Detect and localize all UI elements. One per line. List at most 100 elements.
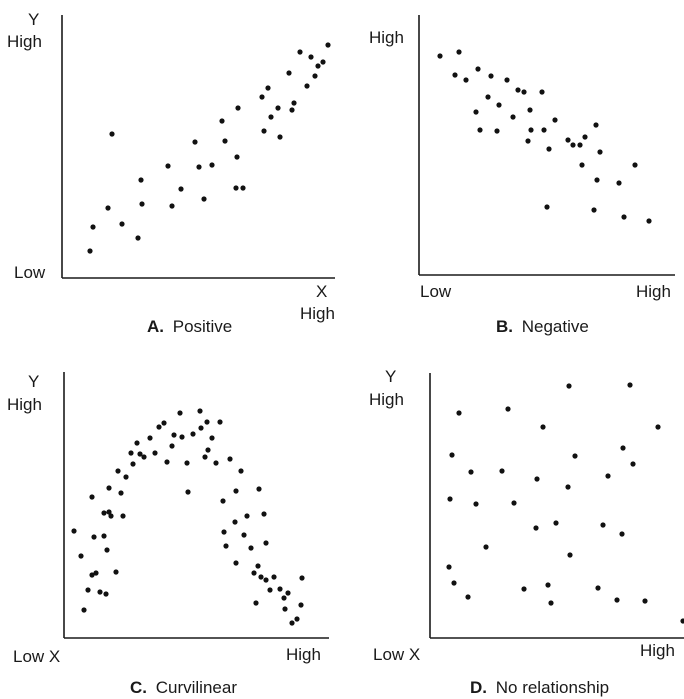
panel-c-point <box>256 486 262 492</box>
panel-c-point <box>161 420 167 426</box>
panel-c-point <box>281 595 287 601</box>
panel-a-point <box>261 128 267 134</box>
panel-b-point <box>527 107 533 113</box>
panel-c-point <box>197 408 203 414</box>
panel-d-point <box>446 564 452 570</box>
panel-a-point <box>233 185 239 191</box>
panel-c-point <box>141 454 147 460</box>
panel-c-point <box>204 419 210 425</box>
panel-b-point <box>463 77 469 83</box>
panel-c-point <box>298 602 304 608</box>
panel-a-point <box>289 107 295 113</box>
panel-c-point <box>263 540 269 546</box>
panel-a-point <box>265 85 271 91</box>
panel-d-point <box>572 453 578 459</box>
panel-d-title: No relationship <box>496 678 609 697</box>
panel-d-point <box>456 410 462 416</box>
panel-c-point <box>198 425 204 431</box>
panel-c-point <box>177 410 183 416</box>
panel-b-point <box>616 180 622 186</box>
panel-b-point <box>621 214 627 220</box>
panel-b-point <box>597 149 603 155</box>
panel-a-point <box>286 70 292 76</box>
panel-c-point <box>294 616 300 622</box>
panel-a-point <box>275 105 281 111</box>
panel-d-point <box>540 424 546 430</box>
panel-d: Y High Low X High D. No relationship <box>369 367 684 697</box>
panel-d-point <box>553 520 559 526</box>
panel-a-point <box>235 105 241 111</box>
panel-a-y-high: High <box>7 32 42 51</box>
panel-c-point <box>147 435 153 441</box>
panel-c-point <box>113 569 119 575</box>
panel-c-y-high: High <box>7 395 42 414</box>
panel-c-point <box>271 574 277 580</box>
panel-d-point <box>449 452 455 458</box>
panel-b-title: Negative <box>522 317 589 336</box>
panel-d-point <box>595 585 601 591</box>
panel-b-point <box>515 87 521 93</box>
panel-c-caption: C. Curvilinear <box>130 678 237 697</box>
panel-a-point <box>268 114 274 120</box>
panel-d-point <box>627 382 633 388</box>
panel-d-y-high: High <box>369 390 404 409</box>
panel-c-point <box>253 600 259 606</box>
panel-b-point <box>496 102 502 108</box>
panel-a-point <box>105 205 111 211</box>
panel-b-point <box>452 72 458 78</box>
panel-b-point <box>510 114 516 120</box>
panel-d-point <box>565 484 571 490</box>
panel-b-point <box>565 137 571 143</box>
panel-c-point <box>233 488 239 494</box>
panel-d-caption: D. No relationship <box>470 678 609 697</box>
panel-c-point <box>261 511 267 517</box>
panel-d-point <box>545 582 551 588</box>
panel-c-point <box>244 513 250 519</box>
panel-b: High Low High B. Negative <box>369 15 675 336</box>
panel-c-point <box>78 553 84 559</box>
panel-d-point <box>473 501 479 507</box>
panel-c-point <box>130 461 136 467</box>
panel-c-point <box>263 577 269 583</box>
panel-c-points <box>71 408 305 626</box>
panel-c-point <box>71 528 77 534</box>
panel-a-point <box>277 134 283 140</box>
panel-c-point <box>232 519 238 525</box>
panel-b-point <box>546 146 552 152</box>
panel-d-point <box>465 594 471 600</box>
panel-c-point <box>93 570 99 576</box>
panel-a-point <box>87 248 93 254</box>
panel-c-y-letter: Y <box>28 372 39 391</box>
panel-d-point <box>447 496 453 502</box>
panel-b-point <box>494 128 500 134</box>
panel-c-point <box>285 590 291 596</box>
panel-c-point <box>179 434 185 440</box>
panel-c-point <box>205 447 211 453</box>
panel-d-point <box>600 522 606 528</box>
panel-c-point <box>227 456 233 462</box>
panel-c-point <box>108 513 114 519</box>
panel-b-point <box>485 94 491 100</box>
panel-c-point <box>184 460 190 466</box>
panel-b-point <box>477 127 483 133</box>
panel-a-point <box>240 185 246 191</box>
panel-c-point <box>137 451 143 457</box>
panel-c-point <box>289 620 295 626</box>
panel-d-point <box>548 600 554 606</box>
panel-c-point <box>101 533 107 539</box>
panel-a: Y High Low X High A. Positive <box>7 10 335 336</box>
panel-b-point <box>544 204 550 210</box>
panel-b-point <box>521 89 527 95</box>
panel-c-point <box>115 468 121 474</box>
panel-d-point <box>499 468 505 474</box>
panel-a-point <box>312 73 318 79</box>
panel-b-point <box>570 142 576 148</box>
panel-c-x-high: High <box>286 645 321 664</box>
panel-c-point <box>221 529 227 535</box>
panel-c-point <box>209 435 215 441</box>
panel-c-point <box>104 547 110 553</box>
panel-a-points <box>87 42 331 254</box>
panel-a-point <box>90 224 96 230</box>
panel-b-point <box>632 162 638 168</box>
